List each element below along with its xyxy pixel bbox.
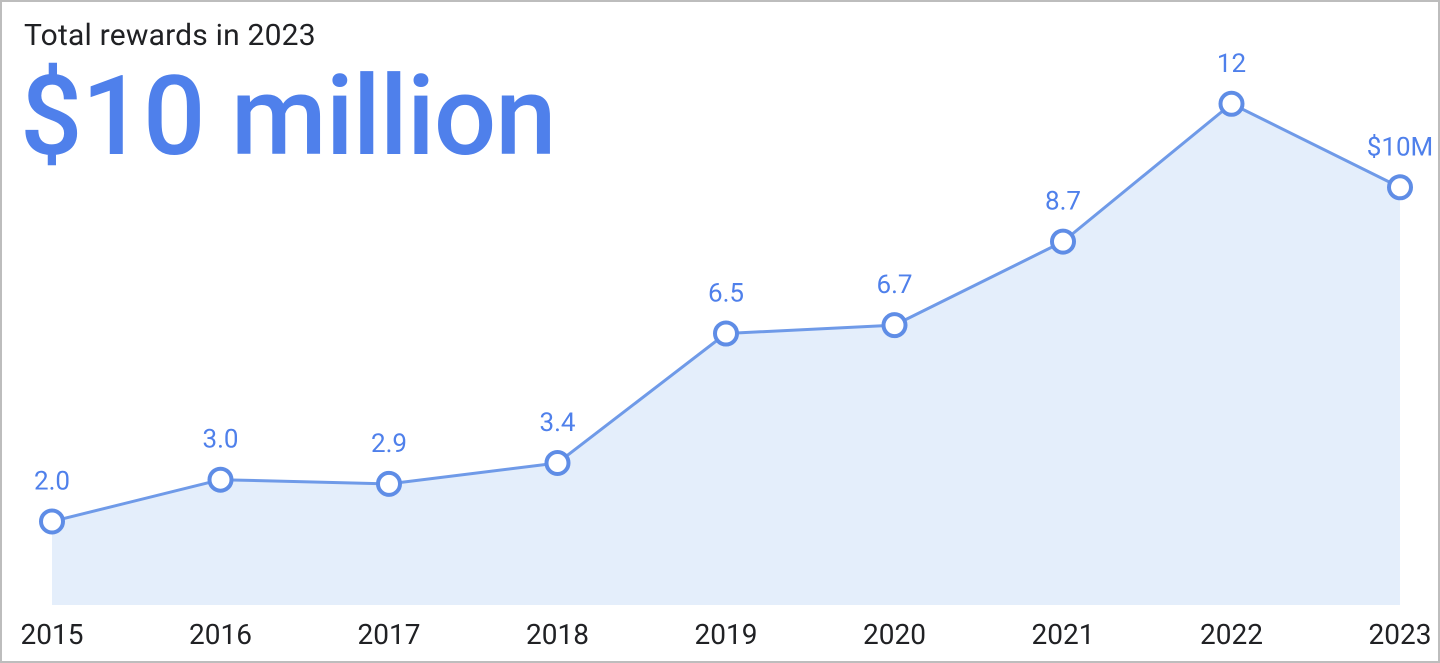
line-chart: 2.0 2015 3.0 2016 2.9 2017 3.4 2018 6.5 2019 6.7 20…	[2, 2, 1438, 661]
x-axis-label: 2022	[1200, 618, 1263, 651]
data-point-marker	[1221, 93, 1243, 115]
data-point-label: 12	[1217, 49, 1246, 79]
data-point-marker	[41, 510, 63, 532]
x-axis-label: 2016	[189, 618, 252, 651]
data-point-label: $10M	[1367, 132, 1434, 162]
data-point-label: 2.9	[371, 429, 407, 459]
data-point-label: 6.5	[708, 279, 744, 309]
data-point-marker	[884, 314, 906, 336]
data-point-marker	[378, 473, 400, 495]
x-axis-label: 2023	[1369, 618, 1432, 651]
x-axis-label: 2021	[1032, 618, 1095, 651]
x-axis-label: 2015	[21, 618, 84, 651]
data-point-label: 6.7	[876, 270, 912, 300]
x-axis-label: 2019	[695, 618, 758, 651]
data-point-label: 8.7	[1045, 187, 1081, 217]
data-point-label: 2.0	[34, 466, 70, 496]
x-axis-label: 2020	[863, 618, 926, 651]
chart-area-fill	[52, 104, 1400, 605]
x-axis-label: 2017	[358, 618, 421, 651]
data-point-marker	[715, 323, 737, 345]
data-point-marker	[547, 452, 569, 474]
data-point-marker	[1389, 176, 1411, 198]
data-point-label: 3.4	[539, 408, 575, 438]
chart-svg: 2.0 2015 3.0 2016 2.9 2017 3.4 2018 6.5 2019 6.7 20…	[2, 2, 1440, 663]
data-point-marker	[210, 469, 232, 491]
chart-card: Total rewards in 2023 $10 million 2.0201…	[0, 0, 1440, 663]
data-point-label: 3.0	[202, 425, 238, 455]
x-axis-label: 2018	[526, 618, 589, 651]
data-point-marker	[1052, 231, 1074, 253]
